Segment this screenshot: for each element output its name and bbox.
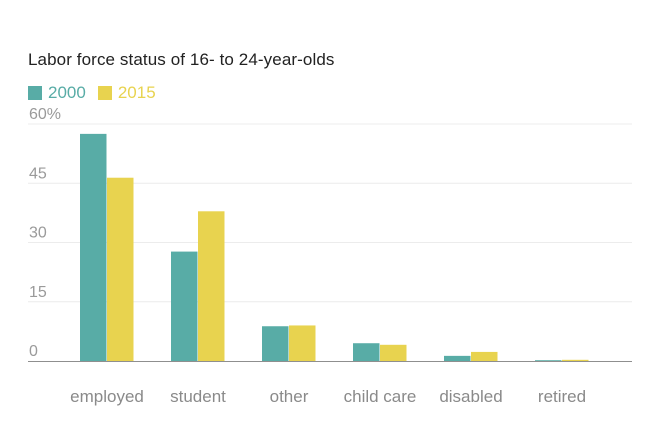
y-tick-label: 0 bbox=[29, 343, 38, 360]
bar bbox=[289, 325, 316, 361]
bar bbox=[171, 251, 198, 361]
legend-item-2000: 2000 bbox=[28, 83, 86, 103]
y-tick-label: 60% bbox=[29, 106, 61, 123]
bar bbox=[444, 355, 471, 361]
x-tick-label: child care bbox=[344, 387, 417, 406]
bar bbox=[262, 326, 289, 361]
bar bbox=[535, 360, 562, 362]
bar bbox=[380, 344, 407, 361]
y-tick-label: 15 bbox=[29, 284, 47, 301]
legend-item-2015: 2015 bbox=[97, 83, 156, 103]
chart-title: Labor force status of 16- to 24-year-old… bbox=[28, 50, 335, 69]
bar bbox=[471, 351, 498, 361]
legend-swatch-2015 bbox=[97, 86, 112, 100]
bar bbox=[562, 359, 589, 361]
x-tick-label: student bbox=[170, 387, 226, 406]
bar bbox=[107, 177, 134, 361]
legend-label-2015: 2015 bbox=[117, 83, 156, 102]
y-tick-label: 30 bbox=[29, 225, 47, 242]
legend-swatch-2000 bbox=[28, 86, 42, 100]
x-tick-label: retired bbox=[538, 387, 586, 406]
bar bbox=[353, 343, 380, 361]
bar bbox=[80, 133, 107, 361]
y-tick-label: 45 bbox=[29, 165, 47, 182]
x-tick-label: other bbox=[270, 387, 309, 406]
bar bbox=[198, 211, 225, 361]
legend-label-2000: 2000 bbox=[48, 83, 86, 102]
x-tick-label: employed bbox=[70, 387, 144, 406]
x-tick-label: disabled bbox=[439, 387, 502, 406]
legend: 2000 2015 bbox=[28, 83, 168, 103]
